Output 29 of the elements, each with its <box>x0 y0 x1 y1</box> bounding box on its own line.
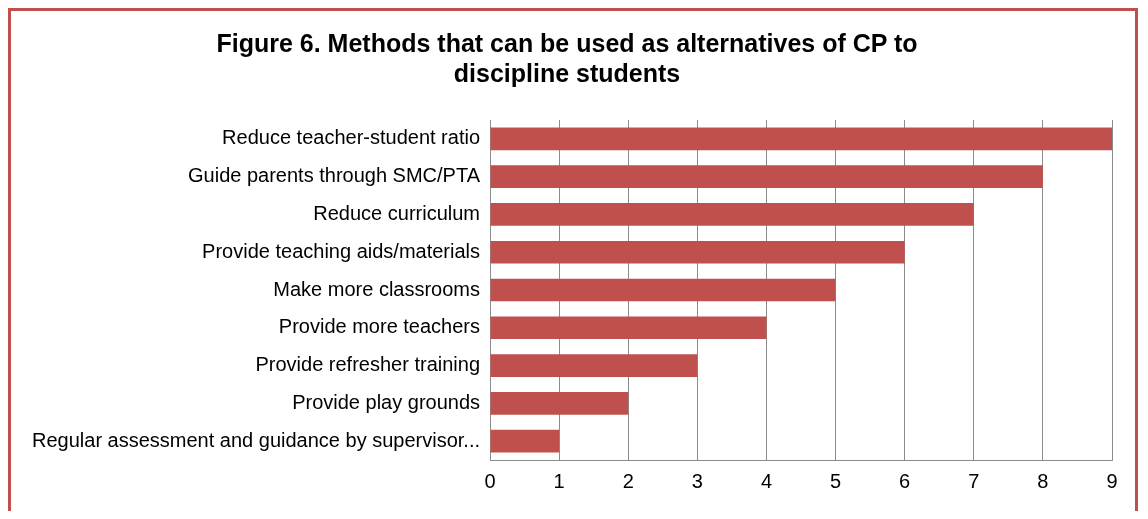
bar <box>490 203 974 226</box>
y-tick-label: Make more classrooms <box>273 277 481 300</box>
y-tick-label: Guide parents through SMC/PTA <box>188 164 481 187</box>
bar <box>490 127 1112 151</box>
bar <box>490 316 767 340</box>
x-tick-label: 7 <box>968 469 980 492</box>
y-tick-label: Provide more teachers <box>278 315 481 338</box>
x-tick-label: 2 <box>622 469 634 492</box>
x-tick-label: 0 <box>484 469 496 492</box>
y-tick-label: Provide refresher training <box>255 353 481 376</box>
x-tick-label: 5 <box>830 469 842 492</box>
y-tick-label: Reduce teacher-student ratio <box>222 126 481 149</box>
x-tick-label: 4 <box>760 469 773 492</box>
x-tick-label: 8 <box>1037 469 1049 492</box>
y-tick-label: Reduce curriculum <box>313 201 481 224</box>
bar <box>490 392 629 415</box>
y-tick-label: Regular assessment and guidance by supervisor... <box>32 428 481 451</box>
x-tick-label: 6 <box>899 469 911 492</box>
bar <box>490 165 1043 188</box>
bar <box>490 429 560 453</box>
bar <box>490 354 698 377</box>
x-tick-label: 3 <box>691 469 703 492</box>
chart-title: Figure 6. Methods that can be used as alternatives of CP to discipline students <box>216 28 918 87</box>
bar <box>490 240 905 264</box>
y-tick-label: Provide play grounds <box>292 390 481 413</box>
y-tick-label: Provide teaching aids/materials <box>202 239 481 262</box>
bar <box>490 278 836 302</box>
x-tick-label: 9 <box>1106 469 1118 492</box>
x-tick-label: 1 <box>553 469 565 492</box>
